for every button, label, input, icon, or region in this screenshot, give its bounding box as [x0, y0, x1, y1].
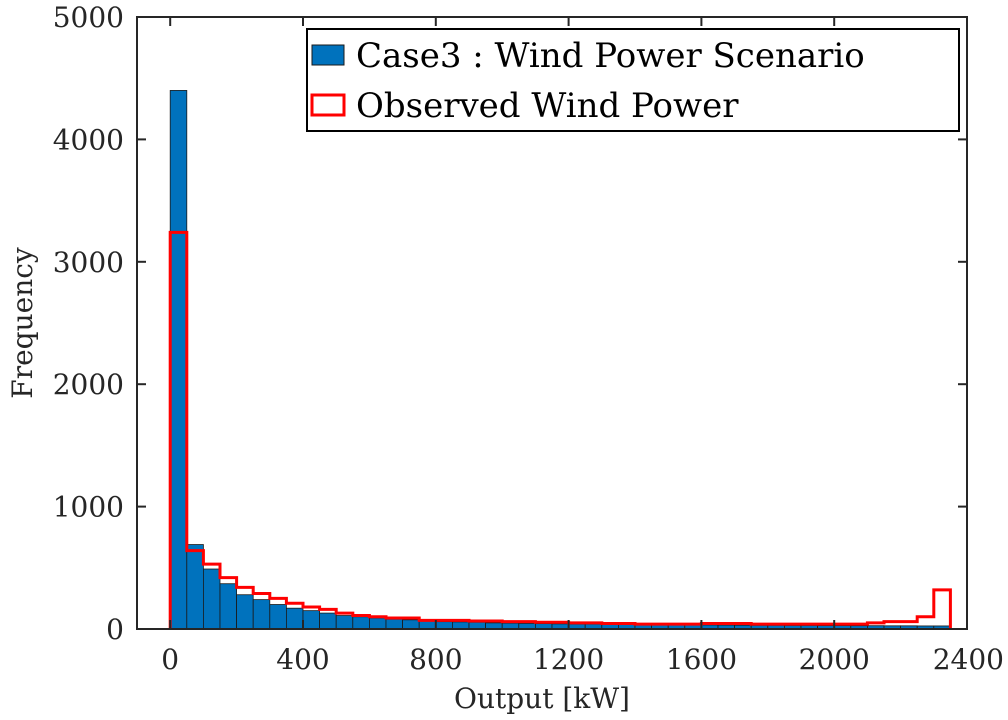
- bar-0: [169, 90, 188, 630]
- bar-5: [252, 599, 271, 630]
- legend-swatch-observed: [310, 93, 346, 117]
- bar-7: [285, 607, 304, 630]
- legend-label-observed: Observed Wind Power: [356, 86, 739, 126]
- bar-11: [352, 616, 370, 630]
- y-tick-label-0: 0: [106, 613, 124, 646]
- scenario-bars: [169, 90, 951, 630]
- legend-label-scenario: Case3 : Wind Power Scenario: [356, 36, 865, 76]
- bar-9: [319, 612, 337, 630]
- x-tick-label-3: 1200: [533, 643, 604, 676]
- bar-3: [219, 583, 238, 630]
- bar-18: [468, 621, 487, 630]
- x-tick-label-2: 800: [409, 643, 462, 676]
- x-tick-label-4: 1600: [666, 643, 737, 676]
- bar-2: [202, 568, 221, 630]
- bar-10: [335, 615, 354, 630]
- bar-16: [435, 621, 453, 630]
- y-tick-label-3: 3000: [53, 246, 124, 279]
- bar-8: [302, 610, 321, 630]
- observed-stairs-line: [168, 230, 952, 629]
- bar-17: [451, 621, 470, 630]
- x-axis-label: Output [kW]: [454, 682, 630, 715]
- bar-12: [368, 617, 387, 630]
- legend-swatch-scenario: [311, 44, 345, 66]
- x-tick-label-1: 400: [276, 643, 329, 676]
- y-tick-label-4: 4000: [53, 123, 124, 156]
- y-tick-label-2: 2000: [53, 368, 124, 401]
- bar-14: [402, 619, 420, 630]
- y-tick-label-1: 1000: [53, 491, 124, 524]
- bar-4: [236, 594, 254, 630]
- axes-box: [136, 16, 968, 630]
- x-tick-label-5: 2000: [799, 643, 870, 676]
- bar-6: [269, 604, 287, 630]
- legend: Case3 : Wind Power Scenario Observed Win…: [306, 28, 960, 132]
- axis-ticks: 0 400 800 1200 1600 2000 2400 0 1000 2000 3000 4000…: [53, 1, 1004, 676]
- y-axis-label: Frequency: [6, 247, 39, 399]
- y-tick-label-5: 5000: [53, 1, 124, 34]
- bar-13: [385, 618, 404, 630]
- x-tick-label-6: 2400: [933, 643, 1004, 676]
- x-tick-label-0: 0: [161, 643, 179, 676]
- legend-box: [306, 28, 960, 132]
- bar-1: [186, 544, 204, 630]
